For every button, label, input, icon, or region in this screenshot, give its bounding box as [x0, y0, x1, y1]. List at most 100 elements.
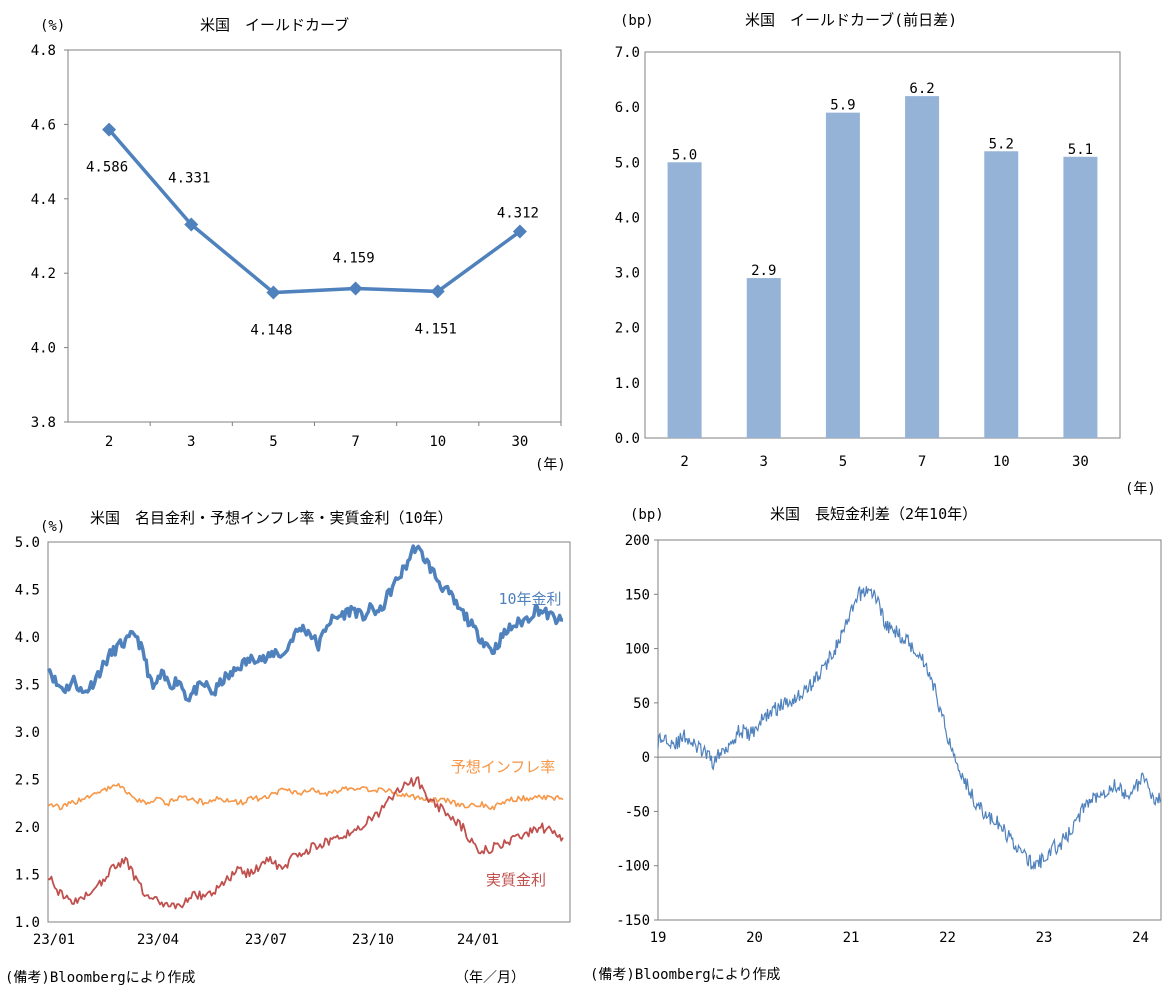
y-tick-label: 3.5 [15, 678, 40, 694]
y-tick-label: 6.0 [615, 100, 640, 116]
x-tick-label: 21 [843, 930, 860, 946]
x-tick-label: 22 [939, 930, 956, 946]
yield-curve-chart: 米国 イールドカーブ (%) 4.8 4.6 4.4 4.2 4.0 3.8 2 3 5 7 10… [31, 16, 566, 473]
bar [825, 112, 860, 439]
y-tick-label: 3.8 [31, 415, 56, 431]
data-point [102, 122, 117, 137]
x-tick-label: 7 [351, 434, 359, 450]
y-axis-unit: (bp) [620, 13, 654, 29]
y-tick-label: 200 [625, 533, 650, 549]
series-label: 予想インフレ率 [451, 758, 556, 776]
y-tick-label: 2.0 [15, 820, 40, 836]
series-line [47, 782, 564, 811]
data-point [348, 281, 363, 296]
x-tick-label: 23/10 [352, 932, 394, 948]
y-tick-label: 4.2 [31, 266, 56, 282]
data-label: 4.148 [250, 323, 292, 339]
spread-chart: 米国 長短金利差（2年10年） (bp) 200 150 100 50 0 -50 -100… [590, 505, 1162, 983]
y-tick-label: 0 [642, 750, 650, 766]
data-label: 4.159 [333, 250, 375, 266]
y-tick-label: 100 [625, 642, 650, 658]
data-label: 5.9 [830, 98, 855, 114]
x-tick-label: 3 [760, 454, 768, 470]
bar [1063, 156, 1098, 438]
y-tick-label: 4.0 [31, 341, 56, 357]
y-tick-label: 5.0 [15, 535, 40, 551]
y-tick-label: 4.6 [31, 117, 56, 133]
data-label: 5.0 [672, 147, 697, 163]
y-axis-unit: (%) [40, 519, 65, 535]
data-point [430, 284, 445, 299]
yield-line [107, 128, 521, 295]
y-axis-unit: (%) [40, 18, 65, 34]
data-label: 4.586 [86, 160, 128, 176]
x-tick-label: 5 [269, 434, 277, 450]
data-label: 4.312 [497, 206, 539, 222]
x-axis-unit: （年／月） [455, 970, 525, 986]
data-label: 6.2 [909, 81, 934, 97]
y-tick-label: 7.0 [615, 45, 640, 61]
data-label: 5.2 [989, 136, 1014, 152]
x-tick-label: 30 [511, 434, 528, 450]
series-label: 10年金利 [498, 590, 561, 608]
y-tick-label: 5.0 [615, 155, 640, 171]
x-tick-label: 3 [187, 434, 195, 450]
y-tick-label: 1.0 [615, 376, 640, 392]
data-label: 4.331 [168, 170, 210, 186]
bar [984, 151, 1019, 438]
y-axis-unit: (bp) [630, 507, 664, 523]
y-tick-label: 2.5 [15, 773, 40, 789]
x-tick-label: 24 [1132, 930, 1149, 946]
y-tick-label: 150 [625, 587, 650, 603]
y-tick-label: 1.0 [15, 915, 40, 931]
y-tick-label: 4.0 [615, 210, 640, 226]
data-point [184, 217, 199, 232]
y-tick-label: -150 [616, 913, 650, 929]
y-tick-label: 4.4 [31, 192, 56, 208]
x-tick-label: 7 [918, 454, 926, 470]
x-tick-label: 23 [1036, 930, 1053, 946]
x-tick-label: 19 [650, 930, 667, 946]
x-tick-label: 23/07 [245, 932, 287, 948]
bar [905, 96, 940, 438]
x-axis-unit: (年) [1125, 481, 1156, 497]
x-tick-label: 5 [839, 454, 847, 470]
y-tick-label: -100 [616, 859, 650, 875]
bar [667, 162, 702, 439]
series-label: 実質金利 [486, 871, 546, 889]
x-tick-label: 10 [429, 434, 446, 450]
x-tick-label: 30 [1072, 454, 1089, 470]
chart-title: 米国 長短金利差（2年10年） [770, 505, 977, 523]
real-rates-chart: 米国 名目金利・予想インフレ率・実質金利（10年） (%) 5.0 4.5 4.0 3… [5, 509, 571, 986]
x-tick-label: 2 [105, 434, 113, 450]
x-tick-label: 20 [746, 930, 763, 946]
y-tick-label: -50 [625, 804, 650, 820]
x-tick-label: 24/01 [457, 932, 499, 948]
data-point [512, 224, 527, 239]
data-label: 5.1 [1068, 142, 1093, 158]
chart-title: 米国 名目金利・予想インフレ率・実質金利（10年） [90, 509, 453, 527]
chart-title: 米国 イールドカーブ [200, 16, 349, 34]
data-label: 2.9 [751, 263, 776, 279]
spread-line [657, 586, 1162, 871]
x-tick-label: 23/04 [137, 932, 179, 948]
yield-change-chart: 米国 イールドカーブ(前日差) (bp) 7.0 6.0 5.0 4.0 3.0 2.0 1… [615, 11, 1156, 497]
y-tick-label: 50 [633, 696, 650, 712]
data-point [266, 285, 281, 300]
data-label: 4.151 [415, 321, 457, 337]
y-tick-label: 3.0 [615, 266, 640, 282]
x-tick-label: 10 [993, 454, 1010, 470]
chart-title: 米国 イールドカーブ(前日差) [745, 11, 957, 29]
y-tick-label: 1.5 [15, 868, 40, 884]
x-tick-label: 2 [680, 454, 688, 470]
x-axis-unit: (年) [535, 457, 566, 473]
y-tick-label: 4.0 [15, 630, 40, 646]
x-tick-label: 23/01 [33, 932, 75, 948]
y-tick-label: 4.8 [31, 43, 56, 59]
source-note: (備考)Bloombergにより作成 [5, 970, 195, 986]
y-tick-label: 4.5 [15, 583, 40, 599]
series-line [46, 544, 564, 703]
y-tick-label: 3.0 [15, 725, 40, 741]
y-tick-label: 0.0 [615, 431, 640, 447]
y-tick-label: 2.0 [615, 321, 640, 337]
